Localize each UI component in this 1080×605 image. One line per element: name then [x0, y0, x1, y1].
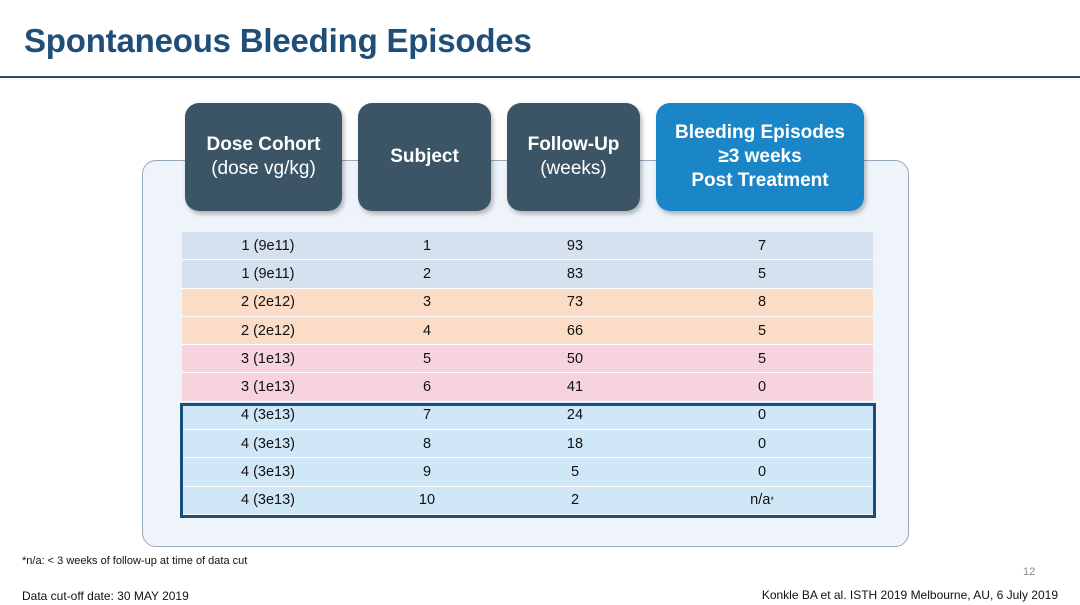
follow-up-cell: 24 [566, 407, 584, 424]
cohort-cell: 3 (1e13) [240, 350, 295, 367]
footnote: *n/a: < 3 weeks of follow-up at time of … [22, 555, 248, 567]
follow-up-cell: 73 [566, 294, 584, 311]
cohort-cell: 4 (3e13) [240, 407, 295, 424]
bleeds-cell: 5 [757, 350, 767, 367]
header-follow-up: Follow-Up (weeks) [507, 103, 640, 211]
bleeds-cell: 8 [757, 294, 767, 311]
header-bleeding-line3: Post Treatment [691, 170, 829, 191]
follow-up-cell: 93 [566, 237, 584, 254]
bleeds-cell: 0 [757, 407, 767, 424]
cohort-cell: 4 (3e13) [240, 492, 295, 509]
data-cutoff-date: Data cut-off date: 30 MAY 2019 [22, 589, 189, 603]
bleeds-value: n/a [750, 492, 771, 509]
table-row: 3 (1e13) 5 50 5 [182, 345, 873, 374]
subject-cell: 8 [422, 435, 432, 452]
table-row: 2 (2e12) 4 66 5 [182, 316, 873, 346]
page-number: 12 [1023, 566, 1036, 578]
bleeds-cell: 5 [757, 265, 767, 282]
slide-title: Spontaneous Bleeding Episodes [24, 22, 532, 59]
cohort-cell: 2 (2e12) [240, 322, 295, 339]
header-dose-cohort-unit: (dose vg/kg) [211, 158, 316, 179]
header-follow-up-label: Follow-Up [527, 134, 620, 155]
follow-up-cell: 18 [566, 435, 584, 452]
header-bleeding-episodes: Bleeding Episodes ≥3 weeks Post Treatmen… [656, 103, 864, 211]
bleeding-table: 1 (9e11) 1 93 7 1 (9e11) 2 83 5 2 (2e12)… [182, 232, 873, 515]
subject-cell: 7 [422, 407, 432, 424]
bleeds-cell: 5 [757, 322, 767, 339]
header-follow-up-unit: (weeks) [540, 158, 607, 179]
subject-cell: 4 [422, 322, 432, 339]
header-bleeding-line2: ≥3 weeks [718, 146, 802, 167]
header-dose-cohort: Dose Cohort (dose vg/kg) [185, 103, 342, 211]
header-subject: Subject [358, 103, 491, 211]
subject-cell: 2 [422, 265, 432, 282]
subject-cell: 1 [422, 237, 432, 254]
follow-up-cell: 66 [566, 322, 584, 339]
subject-cell: 10 [418, 492, 436, 509]
follow-up-cell: 83 [566, 265, 584, 282]
follow-up-cell: 50 [566, 350, 584, 367]
bleeds-cell: 0 [757, 379, 767, 396]
header-dose-cohort-label: Dose Cohort [206, 134, 321, 155]
cohort-cell: 2 (2e12) [240, 294, 295, 311]
cohort-cell: 1 (9e11) [241, 237, 295, 254]
follow-up-cell: 5 [570, 464, 580, 481]
subject-cell: 6 [422, 379, 432, 396]
bleeds-cell: 0 [757, 435, 767, 452]
follow-up-cell: 41 [566, 379, 584, 396]
table-row: 4 (3e13) 10 2 n/a * [182, 486, 873, 515]
table-row: 3 (1e13) 6 41 0 [182, 373, 873, 402]
subject-cell: 3 [422, 294, 432, 311]
header-bleeding-line1: Bleeding Episodes [675, 122, 845, 143]
subject-cell: 9 [422, 464, 432, 481]
cohort-cell: 3 (1e13) [240, 379, 295, 396]
title-divider [0, 76, 1080, 78]
table-row: 2 (2e12) 3 73 8 [182, 288, 873, 317]
cohort-4-highlight-box [180, 403, 876, 518]
citation: Konkle BA et al. ISTH 2019 Melbourne, AU… [761, 588, 1058, 602]
table-row: 1 (9e11) 1 93 7 [182, 232, 873, 261]
follow-up-cell: 2 [570, 492, 580, 509]
cohort-cell: 1 (9e11) [241, 265, 295, 282]
bleeds-cell: 7 [757, 237, 767, 254]
header-subject-label: Subject [390, 146, 459, 167]
table-row: 4 (3e13) 9 5 0 [182, 458, 873, 487]
subject-cell: 5 [422, 350, 432, 367]
table-row: 4 (3e13) 7 24 0 [182, 401, 873, 431]
cohort-cell: 4 (3e13) [240, 464, 295, 481]
table-row: 1 (9e11) 2 83 5 [182, 260, 873, 289]
bleeds-cell: n/a * [750, 492, 774, 509]
table-row: 4 (3e13) 8 18 0 [182, 430, 873, 459]
cohort-cell: 4 (3e13) [240, 435, 295, 452]
bleeds-cell: 0 [757, 464, 767, 481]
